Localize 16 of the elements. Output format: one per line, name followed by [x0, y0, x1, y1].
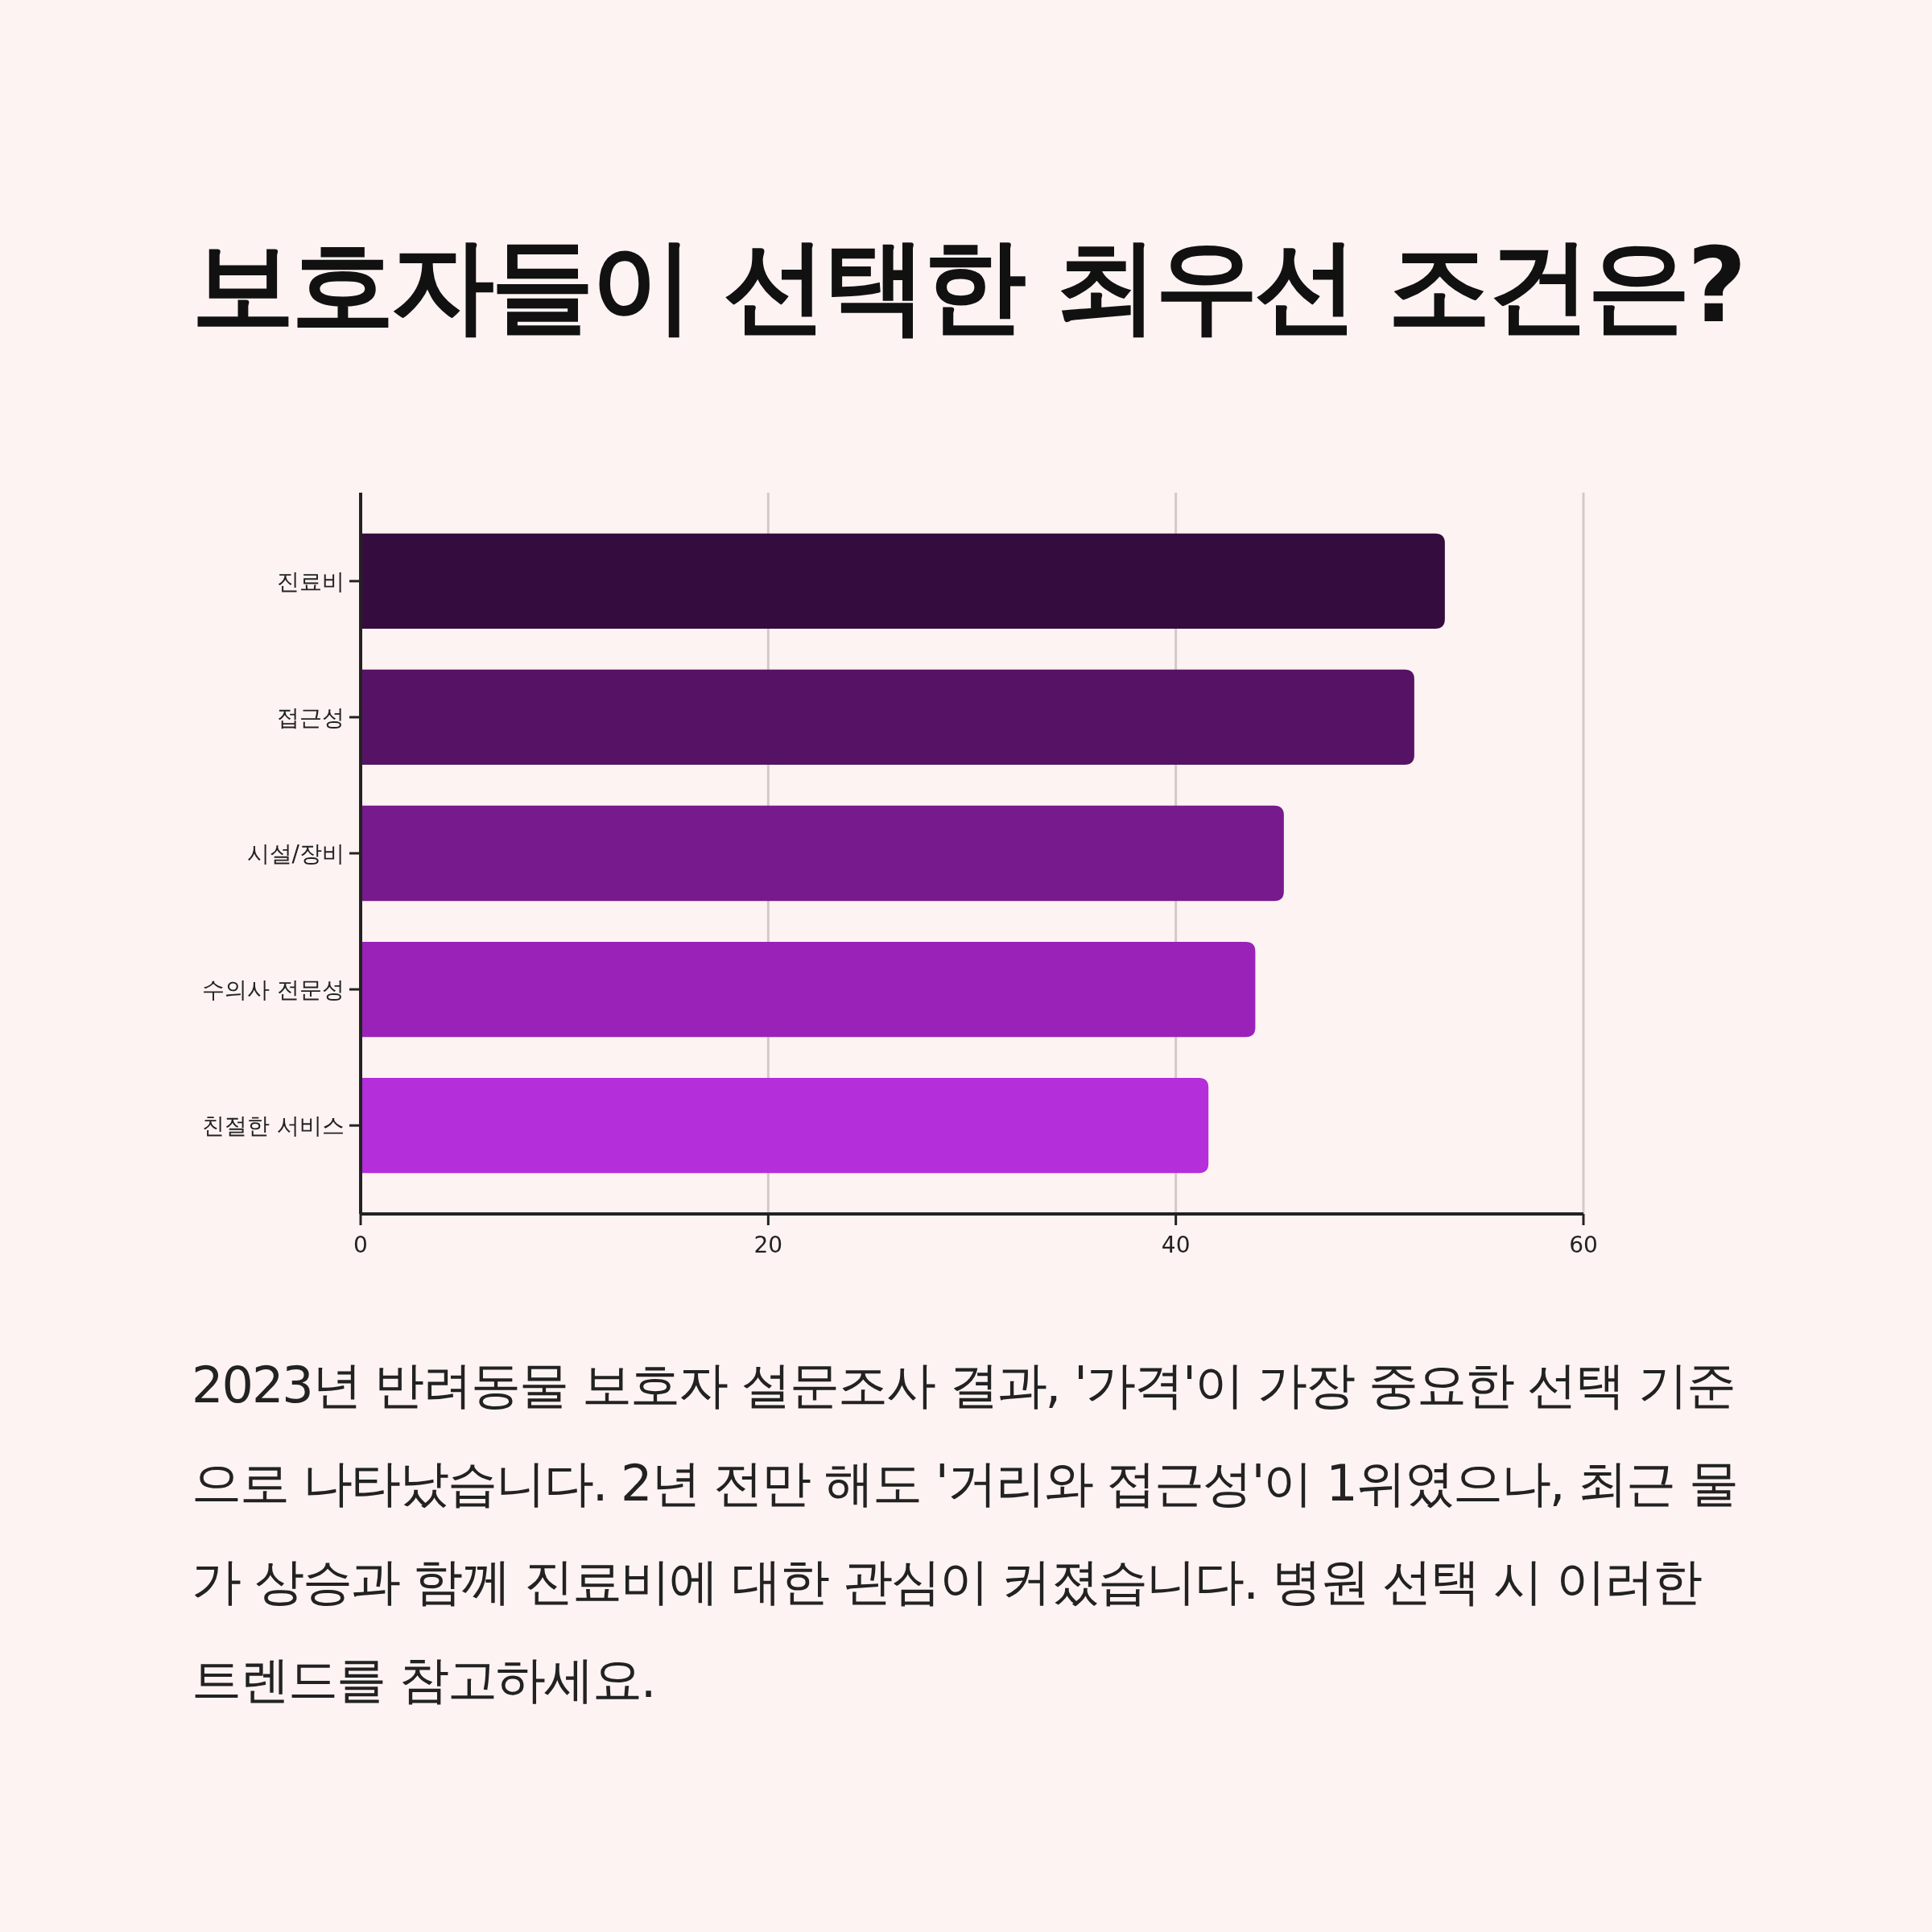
y-tick-label: 친절한 서비스	[202, 1113, 345, 1140]
chart-title: 보호자들이 선택한 최우선 조건은?	[192, 225, 1744, 347]
bar	[361, 669, 1414, 766]
y-tick-label: 진료비	[277, 568, 345, 595]
x-tick-label: 0	[353, 1232, 368, 1258]
bar	[361, 533, 1445, 630]
bar	[361, 1077, 1209, 1174]
bar	[361, 941, 1256, 1038]
text: 2023년 반려동물 보호자 설문조사 결과, '가격'이 가장 중요한 선택 기준으로 나타났습니다. 2년 전만 해도 '거리와 접근성'이 1위였으나, 최근 물가 상승과 함께 진료비에 대한 관심이 커졌습니다. 병원 선택 시 이러한 트렌드를 참고하세요.	[192, 1355, 1738, 1711]
x-tick-label: 40	[1161, 1232, 1191, 1258]
y-tick-label: 수의사 전문성	[202, 976, 345, 1004]
x-tick-label: 20	[753, 1232, 783, 1258]
y-tick-label: 접근성	[277, 704, 345, 731]
bar	[361, 805, 1284, 902]
y-tick-label: 시설/장비	[246, 840, 345, 867]
x-tick-label: 60	[1569, 1232, 1598, 1258]
